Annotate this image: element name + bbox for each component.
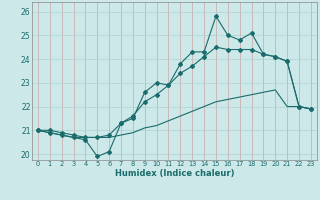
- X-axis label: Humidex (Indice chaleur): Humidex (Indice chaleur): [115, 169, 234, 178]
